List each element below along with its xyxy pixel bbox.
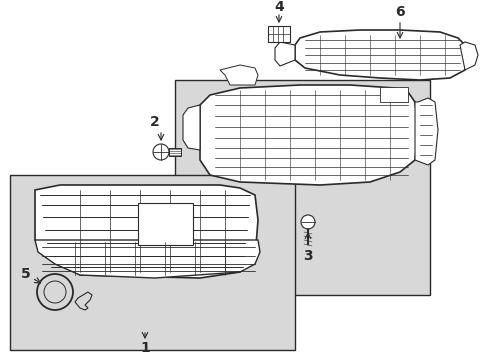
Bar — [267, 26, 289, 42]
Bar — [138, 203, 193, 245]
Bar — [379, 87, 407, 102]
Polygon shape — [414, 98, 437, 165]
Bar — [175, 80, 429, 295]
Polygon shape — [220, 65, 258, 85]
Polygon shape — [183, 105, 200, 150]
Polygon shape — [459, 42, 477, 70]
Polygon shape — [294, 30, 467, 80]
Text: 5: 5 — [21, 267, 31, 281]
Text: 1: 1 — [140, 341, 149, 355]
Text: 6: 6 — [394, 5, 404, 19]
Circle shape — [153, 144, 169, 160]
Text: 4: 4 — [274, 0, 284, 14]
Text: 2: 2 — [150, 115, 160, 129]
Circle shape — [301, 215, 314, 229]
Text: 3: 3 — [303, 249, 312, 263]
Polygon shape — [274, 42, 294, 66]
Bar — [10, 175, 294, 350]
Polygon shape — [200, 85, 417, 185]
Polygon shape — [35, 185, 258, 278]
Polygon shape — [35, 240, 260, 278]
Bar — [169, 148, 181, 156]
